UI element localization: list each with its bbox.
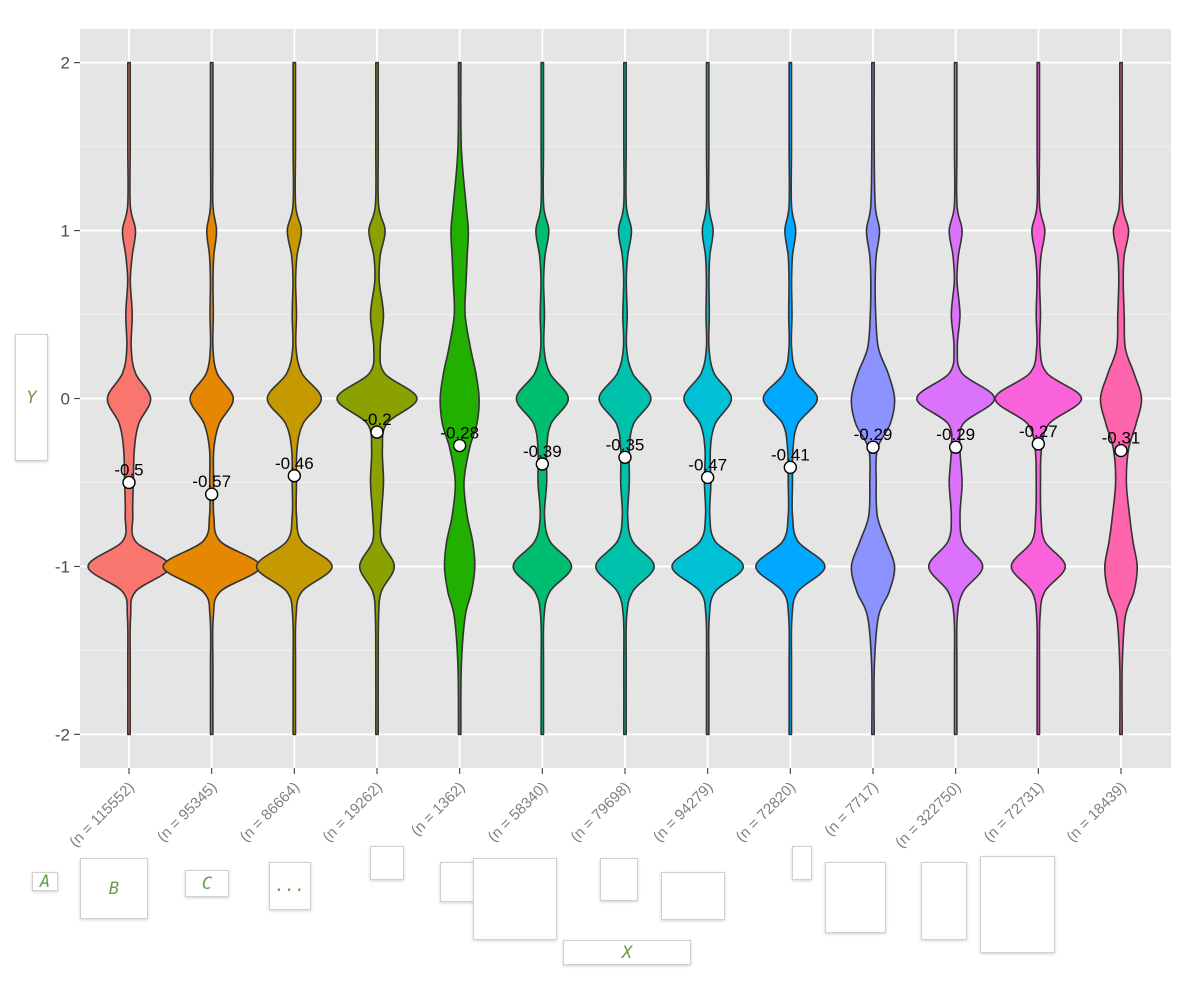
- overlay-box-b[interactable]: B: [80, 858, 148, 919]
- mean-label-10: -0.29: [854, 425, 893, 444]
- x-axis-label-text: X: [621, 942, 633, 963]
- x-tick-label: (n = 79698): [567, 779, 634, 846]
- y-tick-label: -1: [55, 557, 70, 576]
- x-tick-label: (n = 86664): [237, 779, 304, 846]
- mean-marker-9: [783, 460, 798, 475]
- violin-11: [915, 61, 996, 736]
- mean-label-12: -0.27: [1019, 422, 1058, 441]
- x-axis: (n = 115552) (n = 95345) (n = 86664) (n = 1…: [66, 768, 1130, 851]
- x-tick-label: (n = 95345): [154, 779, 221, 846]
- y-tick-label: -2: [55, 725, 70, 744]
- overlay-box-7: [825, 862, 886, 933]
- mean-marker-10: [866, 440, 880, 454]
- mean-marker-1: [122, 475, 136, 490]
- mean-label-1: -0.5: [114, 460, 143, 479]
- x-tick-label: (n = 18439): [1063, 779, 1130, 846]
- x-tick-label: (n = 72731): [981, 779, 1048, 846]
- violin-9: [755, 61, 826, 736]
- x-tick-label: (n = 7717): [821, 779, 882, 840]
- overlay-b-text: B: [108, 878, 120, 899]
- y-axis-label-text: Y: [26, 387, 37, 408]
- overlay-box-1: [370, 846, 404, 880]
- overlay-box-5: [661, 872, 725, 920]
- mean-marker-11: [948, 440, 963, 454]
- overlay-a-text: A: [39, 871, 51, 892]
- x-tick-label: (n = 72820): [733, 779, 800, 846]
- x-tick-label: (n = 19262): [319, 779, 386, 846]
- y-tick-label: 1: [61, 222, 70, 241]
- x-tick-label: (n = 58340): [485, 779, 552, 846]
- overlay-box-a[interactable]: A: [32, 871, 58, 892]
- overlay-box-ellipsis[interactable]: ...: [269, 862, 311, 910]
- violin-13: [1099, 61, 1143, 736]
- overlay-box-c[interactable]: C: [185, 870, 229, 897]
- overlay-box-3: [473, 858, 557, 940]
- violin-4: [336, 61, 418, 736]
- mean-label-9: -0.41: [771, 445, 810, 464]
- x-tick-label: (n = 94279): [650, 779, 717, 846]
- mean-marker-12: [1031, 437, 1046, 451]
- x-tick-label: (n = 1362): [408, 779, 469, 840]
- y-tick-label: 0: [61, 390, 70, 409]
- y-axis: 2 1 0 -1 -2: [55, 54, 80, 744]
- overlay-box-9: [980, 856, 1055, 953]
- violin-12: [994, 61, 1083, 736]
- mean-label-5: -0.28: [440, 424, 479, 443]
- mean-label-7: -0.35: [606, 435, 645, 454]
- mean-label-8: -0.47: [688, 455, 727, 474]
- mean-marker-3: [287, 469, 302, 483]
- overlay-box-8: [921, 862, 967, 940]
- violin-10: [850, 61, 896, 736]
- violins-layer: [87, 61, 1143, 736]
- overlay-box-4: [600, 858, 638, 901]
- overlay-c-text: C: [201, 873, 213, 894]
- mean-marker-2: [204, 487, 219, 501]
- violin-6: [512, 61, 573, 736]
- violin-8: [671, 61, 745, 736]
- mean-marker-8: [700, 470, 715, 485]
- mean-marker-5: [452, 438, 467, 453]
- violin-5: [439, 61, 480, 736]
- x-axis-label[interactable]: X: [563, 940, 691, 965]
- mean-label-2: -0.57: [192, 472, 231, 491]
- violin-3: [255, 61, 333, 736]
- x-tick-label: (n = 115552): [66, 779, 138, 851]
- mean-label-3: -0.46: [275, 454, 314, 473]
- mean-label-11: -0.29: [936, 425, 975, 444]
- violin-7: [595, 61, 655, 736]
- mean-markers-layer: -0.5 -0.57 -0.46 -0.2 -0.28 -0.39 -0.35 -0.47 -0…: [114, 410, 1141, 501]
- mean-marker-6: [535, 457, 550, 471]
- mean-marker-7: [618, 450, 632, 464]
- violin-1: [87, 61, 171, 736]
- mean-marker-13: [1114, 443, 1128, 458]
- mean-marker-4: [370, 425, 384, 439]
- overlay-ellipsis-text: ...: [274, 876, 306, 896]
- violin-2: [162, 61, 262, 736]
- y-tick-label: 2: [61, 54, 70, 73]
- mean-label-13: -0.31: [1102, 429, 1141, 448]
- mean-label-4: -0.2: [362, 410, 391, 429]
- overlay-box-6: [792, 846, 812, 880]
- mean-label-6: -0.39: [523, 442, 562, 461]
- y-axis-label[interactable]: Y: [15, 334, 48, 461]
- x-tick-label: (n = 322750): [892, 779, 964, 851]
